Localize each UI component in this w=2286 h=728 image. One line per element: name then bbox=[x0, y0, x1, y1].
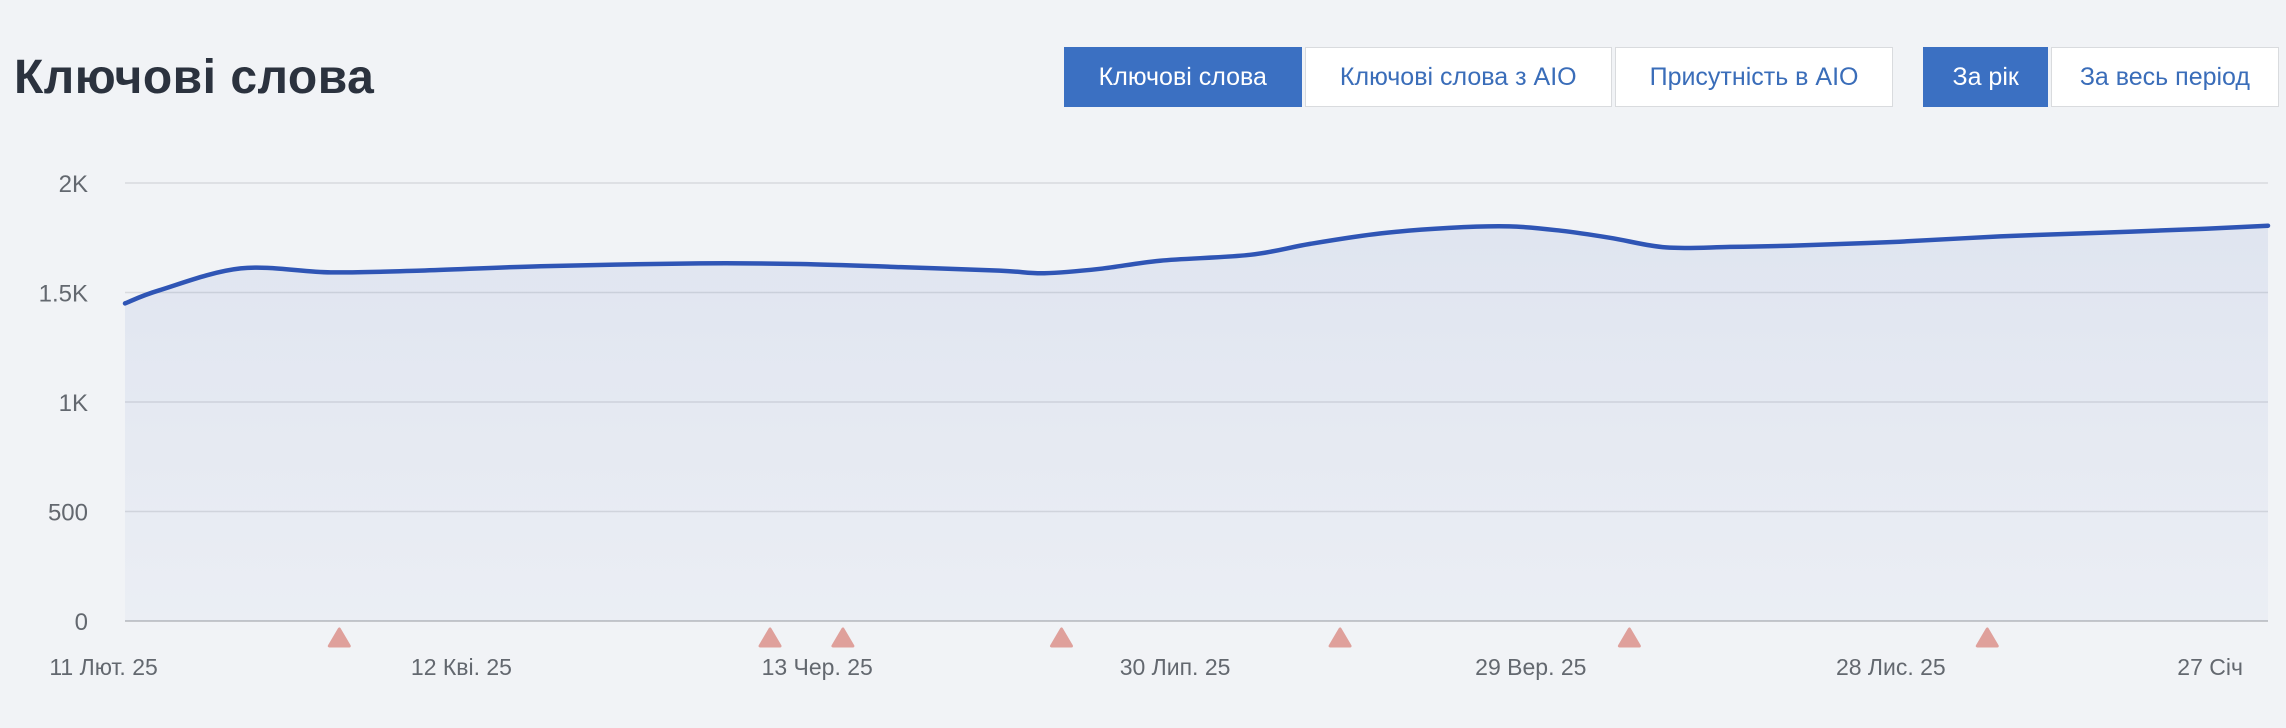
x-axis-label: 30 Лип. 25 bbox=[1120, 654, 1231, 680]
event-marker-icon[interactable] bbox=[1617, 627, 1641, 648]
y-axis-label: 1.5K bbox=[39, 281, 88, 308]
chart-controls: Ключові слова Ключові слова з AIO Присут… bbox=[1063, 47, 2279, 107]
x-axis-label: 27 Січ bbox=[2177, 654, 2243, 680]
tab-presence-in-aio[interactable]: Присутність в AIO bbox=[1614, 47, 1894, 107]
y-axis-label: 0 bbox=[75, 609, 88, 636]
period-year-button[interactable]: За рік bbox=[1923, 47, 2048, 107]
tab-keywords-with-aio[interactable]: Ключові слова з AIO bbox=[1304, 47, 1612, 107]
event-marker-icon[interactable] bbox=[758, 627, 782, 648]
event-marker-icon[interactable] bbox=[1049, 627, 1073, 648]
x-axis-label: 11 Лют. 25 bbox=[49, 654, 157, 680]
event-marker-icon[interactable] bbox=[1328, 627, 1352, 648]
page-title: Ключові слова bbox=[14, 50, 375, 104]
series-line bbox=[122, 223, 2271, 306]
event-marker-icon[interactable] bbox=[1975, 627, 1999, 648]
event-marker-icon[interactable] bbox=[831, 627, 855, 648]
y-axis-label: 2K bbox=[59, 171, 88, 198]
x-axis-label: 13 Чер. 25 bbox=[762, 654, 873, 680]
metric-tabs: Ключові слова Ключові слова з AIO Присут… bbox=[1063, 47, 1894, 107]
chart-header: Ключові слова Ключові слова Ключові слов… bbox=[0, 0, 2286, 120]
x-axis-label: 29 Вер. 25 bbox=[1475, 654, 1586, 680]
period-all-time-button[interactable]: За весь період bbox=[2050, 47, 2279, 107]
series-area-fill bbox=[125, 225, 2268, 621]
event-marker-icon[interactable] bbox=[327, 627, 351, 648]
x-axis-label: 28 Лис. 25 bbox=[1836, 654, 1946, 680]
y-axis-label: 500 bbox=[48, 500, 88, 527]
period-toggle: За рік За весь період bbox=[1923, 47, 2279, 107]
y-axis-label: 1K bbox=[59, 390, 88, 417]
tab-keywords[interactable]: Ключові слова bbox=[1063, 47, 1302, 107]
x-axis-label: 12 Кві. 25 bbox=[411, 654, 512, 680]
